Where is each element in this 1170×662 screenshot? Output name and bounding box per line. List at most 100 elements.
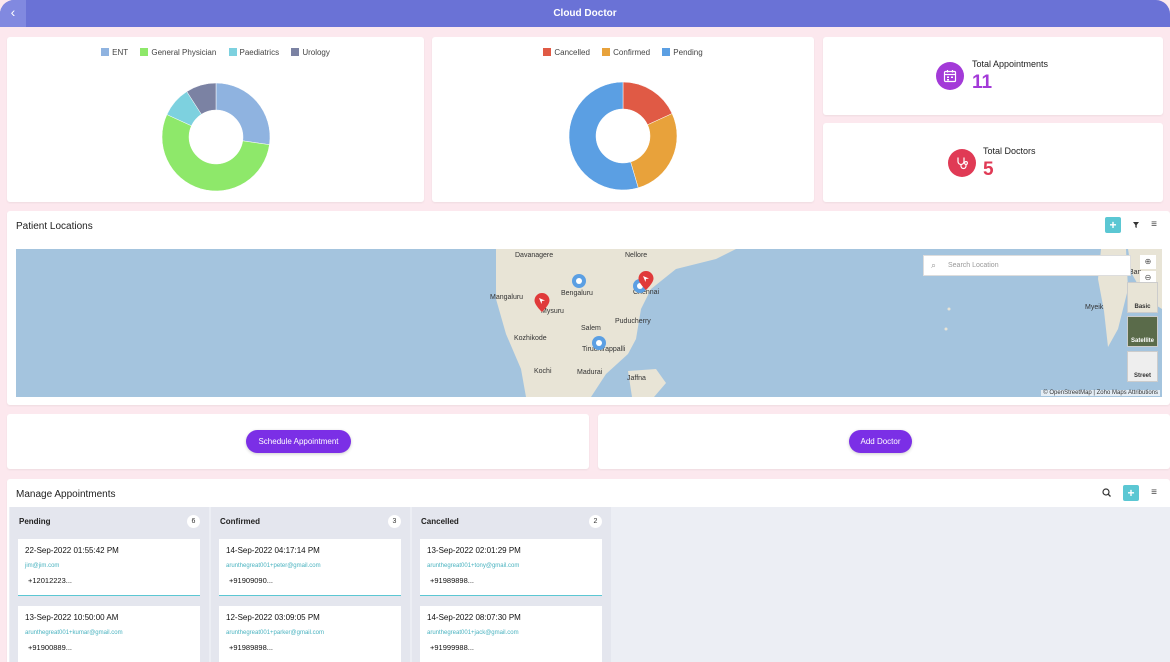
specialty-slice-urology[interactable]	[186, 82, 217, 115]
manage-appointments-title: Manage Appointments	[16, 489, 116, 500]
location-search-placeholder: Search Location	[948, 262, 999, 269]
schedule-appointment-card: Schedule Appointment	[7, 414, 589, 469]
zoom-out-icon: ⊖	[1144, 273, 1152, 282]
legend-item-confirmed[interactable]: Confirmed	[602, 48, 650, 57]
map-marker-cancelled[interactable]	[534, 293, 550, 313]
menu-button[interactable]: ≡	[1146, 485, 1162, 501]
location-search-input[interactable]: ⌕ Search Location	[923, 255, 1131, 276]
column-count: 6	[187, 515, 200, 528]
appointment-card[interactable]: 22-Sep-2022 01:55:42 PM jim@jim.com +120…	[18, 539, 200, 596]
appointment-email: arunthegreat001+tony@gmail.com	[427, 563, 520, 569]
map-label-bangkok: Ban	[1129, 269, 1142, 276]
map-label-davanagere: Davanagere	[515, 252, 554, 259]
calendar-icon	[936, 62, 964, 90]
patient-map[interactable]: Davanagere Nellore Bengaluru Chennai Man…	[16, 249, 1162, 397]
appointment-datetime: 14-Sep-2022 08:07:30 PM	[427, 613, 521, 622]
appointment-email: jim@jim.com	[25, 563, 60, 569]
appointment-phone: +12012223...	[28, 576, 73, 585]
plus-icon: +	[1127, 486, 1135, 500]
layer-satellite-label: Satellite	[1130, 338, 1154, 344]
map-label-jaffna: Jaffna	[627, 375, 646, 382]
map-label-kozhikode: Kozhikode	[514, 335, 547, 342]
zoom-in-icon: ⊕	[1144, 257, 1152, 266]
appointment-card[interactable]: 13-Sep-2022 02:01:29 PM arunthegreat001+…	[420, 539, 602, 596]
map-label-madurai: Madurai	[577, 369, 603, 376]
appointment-datetime: 14-Sep-2022 04:17:14 PM	[226, 546, 320, 555]
legend-item-ent[interactable]: ENT	[101, 48, 128, 57]
back-button[interactable]: ‹	[0, 0, 26, 27]
status-chart-card: Cancelled Confirmed Pending	[432, 37, 814, 202]
map-marker-pending[interactable]	[591, 335, 607, 353]
patient-locations-card: Patient Locations + ≡ Davanagere Nellore…	[7, 211, 1170, 405]
map-label-nellore: Nellore	[625, 252, 648, 259]
map-label-myeik: Myeik	[1085, 304, 1104, 311]
search-icon	[1102, 488, 1111, 497]
legend-item-pending[interactable]: Pending	[662, 48, 703, 57]
appointment-email: arunthegreat001+parker@gmail.com	[226, 630, 324, 636]
specialty-donut-chart	[161, 82, 271, 192]
patient-locations-title: Patient Locations	[16, 221, 93, 232]
specialty-slice-general-physician[interactable]	[161, 114, 270, 192]
add-location-button[interactable]: +	[1105, 217, 1121, 233]
chevron-left-icon: ‹	[10, 4, 16, 20]
layer-basic-label: Basic	[1134, 304, 1151, 310]
appointments-board: Pending 6 22-Sep-2022 01:55:42 PM jim@ji…	[9, 507, 1170, 662]
status-slice-pending[interactable]	[568, 81, 639, 191]
legend-item-urology[interactable]: Urology	[291, 48, 330, 57]
legend-item-cancelled[interactable]: Cancelled	[543, 48, 590, 57]
add-doctor-card: Add Doctor	[598, 414, 1170, 469]
appointment-card[interactable]: 14-Sep-2022 08:07:30 PM arunthegreat001+…	[420, 606, 602, 662]
column-pending: Pending 6 22-Sep-2022 01:55:42 PM jim@ji…	[10, 507, 209, 662]
appointment-datetime: 13-Sep-2022 02:01:29 PM	[427, 546, 521, 555]
map-label-tiruchirappalli: Tiruchirappalli	[582, 346, 626, 353]
appointment-datetime: 22-Sep-2022 01:55:42 PM	[25, 546, 119, 555]
layer-satellite-button[interactable]: Satellite	[1127, 316, 1158, 347]
appointment-phone: +91989898...	[229, 643, 274, 652]
map-label-kochi: Kochi	[534, 368, 552, 375]
status-slice-confirmed[interactable]	[630, 113, 678, 189]
column-count: 2	[589, 515, 602, 528]
appointment-email: arunthegreat001+kumar@gmail.com	[25, 630, 123, 636]
layer-street-button[interactable]: Street	[1127, 351, 1158, 382]
legend-item-general-physician[interactable]: General Physician	[140, 48, 216, 57]
map-label-bengaluru: Bengaluru	[561, 290, 593, 297]
map-label-puducherry: Puducherry	[615, 318, 651, 325]
filter-button[interactable]	[1128, 217, 1144, 233]
total-doctors-value: 5	[983, 159, 994, 180]
legend-item-paediatrics[interactable]: Paediatrics	[228, 48, 279, 57]
specialty-chart-card: ENT General Physician Paediatrics Urolog…	[7, 37, 424, 202]
appointment-email: arunthegreat001+peter@gmail.com	[226, 563, 321, 569]
status-legend: Cancelled Confirmed Pending	[432, 48, 814, 57]
appointment-card[interactable]: 12-Sep-2022 03:09:05 PM arunthegreat001+…	[219, 606, 401, 662]
status-donut-chart	[568, 81, 678, 191]
total-appointments-value: 11	[972, 72, 993, 93]
layer-basic-button[interactable]: Basic	[1127, 282, 1158, 313]
zoom-out-button[interactable]: ⊖	[1140, 271, 1156, 285]
app-header: ‹ Cloud Doctor	[0, 0, 1170, 27]
menu-button[interactable]: ≡	[1146, 217, 1162, 233]
appointment-card[interactable]: 14-Sep-2022 04:17:14 PM arunthegreat001+…	[219, 539, 401, 596]
add-appointment-button[interactable]: +	[1123, 485, 1139, 501]
search-button[interactable]	[1099, 485, 1115, 501]
map-label-chennai: Chennai	[633, 289, 660, 296]
appointment-phone: +91900889...	[28, 643, 73, 652]
stethoscope-icon	[948, 149, 976, 177]
map-attribution[interactable]: © OpenStreetMap | Zoho Maps Attributions	[1041, 390, 1160, 396]
hamburger-icon: ≡	[1151, 219, 1157, 230]
appointment-datetime: 13-Sep-2022 10:50:00 AM	[25, 613, 119, 622]
column-confirmed: Confirmed 3 14-Sep-2022 04:17:14 PM arun…	[211, 507, 410, 662]
appointment-phone: +91999988...	[430, 643, 475, 652]
add-doctor-button[interactable]: Add Doctor	[849, 430, 912, 453]
total-appointments-card: Total Appointments 11	[823, 37, 1163, 115]
zoom-in-button[interactable]: ⊕	[1140, 255, 1156, 269]
map-marker-pending[interactable]	[571, 273, 587, 291]
appointment-phone: +91989898...	[430, 576, 475, 585]
map-marker-cancelled[interactable]	[638, 271, 654, 291]
schedule-appointment-button[interactable]: Schedule Appointment	[246, 430, 351, 453]
specialty-legend: ENT General Physician Paediatrics Urolog…	[7, 48, 424, 57]
appointment-phone: +91909090...	[229, 576, 274, 585]
appointment-card[interactable]: 13-Sep-2022 10:50:00 AM arunthegreat001+…	[18, 606, 200, 662]
total-doctors-label: Total Doctors	[983, 146, 1036, 156]
appointment-email: arunthegreat001+jack@gmail.com	[427, 630, 519, 636]
specialty-slice-ent[interactable]	[215, 82, 271, 145]
